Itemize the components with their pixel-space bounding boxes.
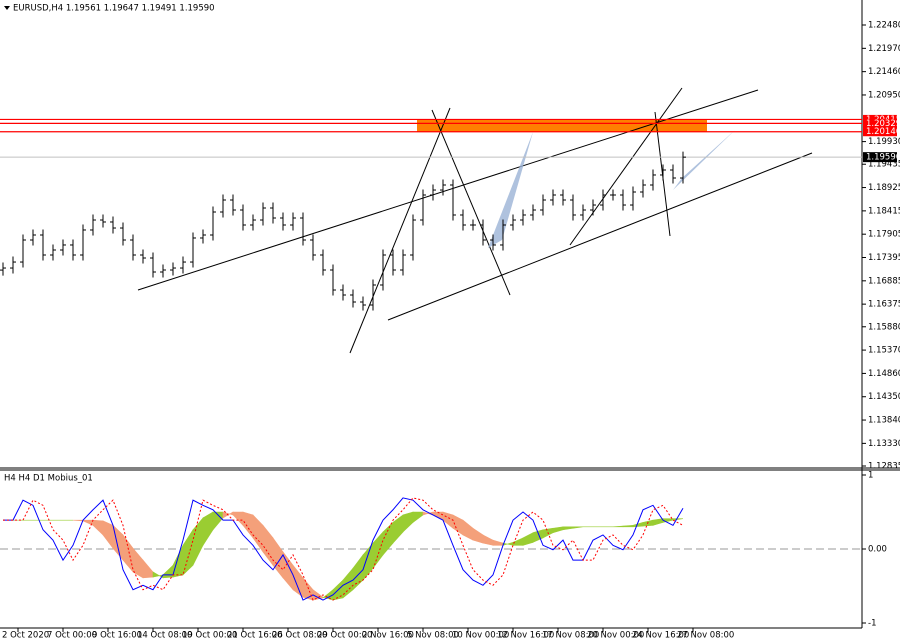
chart-title: EURUSD,H4 1.19561 1.19647 1.19491 1.1959… [13, 4, 215, 14]
trend-line [349, 107, 451, 354]
trend-line [431, 109, 511, 296]
y-tick-label: 1.19930 [868, 137, 900, 147]
indicator-title: H4 H4 D1 Mobius_01 [4, 474, 93, 484]
ribbon-segment [672, 518, 684, 521]
x-tick-label: 20 Nov 00:00 [587, 631, 644, 641]
x-tick-label: 5 Nov 08:00 [407, 631, 459, 641]
y-tick-label: 1.22480 [868, 21, 900, 31]
x-tick-label: 10 Nov 00:00 [452, 631, 509, 641]
symbol-menu-arrow[interactable] [4, 6, 10, 10]
x-tick-label: 2 Nov 16:00 [362, 631, 414, 641]
pattern-triangle [673, 130, 735, 190]
x-tick-label: 12 Nov 16:00 [497, 631, 554, 641]
level-label: 1.20146 [866, 127, 900, 137]
y-tick-label: 1.16885 [868, 276, 900, 286]
trend-line [387, 152, 813, 321]
zone-layer [417, 119, 707, 132]
pattern-triangle [488, 132, 533, 248]
x-tick-label: 26 Oct 08:00 [272, 631, 327, 641]
y-tick-label: 1.13330 [868, 439, 900, 449]
supply-zone [417, 119, 707, 132]
x-tick-label: 9 Oct 16:00 [92, 631, 142, 641]
last-price-label: 1.19590 [866, 153, 900, 163]
y-tick-label: 1.12835 [868, 462, 900, 472]
indicator-line [3, 497, 684, 601]
y-tick-label: 1.20950 [868, 90, 900, 100]
level-label-box [863, 127, 897, 137]
y-tick-label: 1.17395 [868, 253, 900, 263]
x-tick-label: 7 Oct 00:00 [47, 631, 97, 641]
y-tick-label: 1.21460 [868, 67, 900, 77]
x-tick-label: 27 Nov 08:00 [677, 631, 734, 641]
last-price-box [863, 152, 897, 163]
x-tick-label: 2 Oct 2020 [2, 631, 49, 641]
level-label-box [863, 118, 897, 128]
y-tick-label: 1.15880 [868, 322, 900, 332]
y-tick-label: 1.14350 [868, 392, 900, 402]
level-label: 1.20329 [866, 119, 900, 129]
y-tick-label: 1.14860 [868, 369, 900, 379]
y-tick-label: 1.13840 [868, 416, 900, 426]
y-tick-label: 1.18415 [868, 206, 900, 216]
trend-line [569, 87, 683, 246]
x-tick-label: 14 Oct 08:00 [137, 631, 192, 641]
y-tick-label: 1.15370 [868, 346, 900, 356]
y-tick-label: 1.21970 [868, 44, 900, 54]
y-tick-label: 1.16375 [868, 300, 900, 310]
x-tick-label: 24 Nov 16:00 [632, 631, 689, 641]
x-tick-label: 21 Oct 16:00 [227, 631, 282, 641]
y-tick-label: 1 [868, 471, 873, 481]
ribbon-segment [572, 526, 584, 529]
x-tick-label: 17 Nov 08:00 [542, 631, 599, 641]
y-tick-label: -1 [868, 619, 876, 629]
y-tick-label: 1.19435 [868, 160, 900, 170]
y-tick-label: 1.17905 [868, 230, 900, 240]
y-tick-label: 1.18925 [868, 183, 900, 193]
x-tick-label: 19 Oct 00:00 [182, 631, 237, 641]
y-tick-label: 0.00 [868, 545, 887, 555]
x-tick-label: 29 Oct 00:00 [317, 631, 372, 641]
